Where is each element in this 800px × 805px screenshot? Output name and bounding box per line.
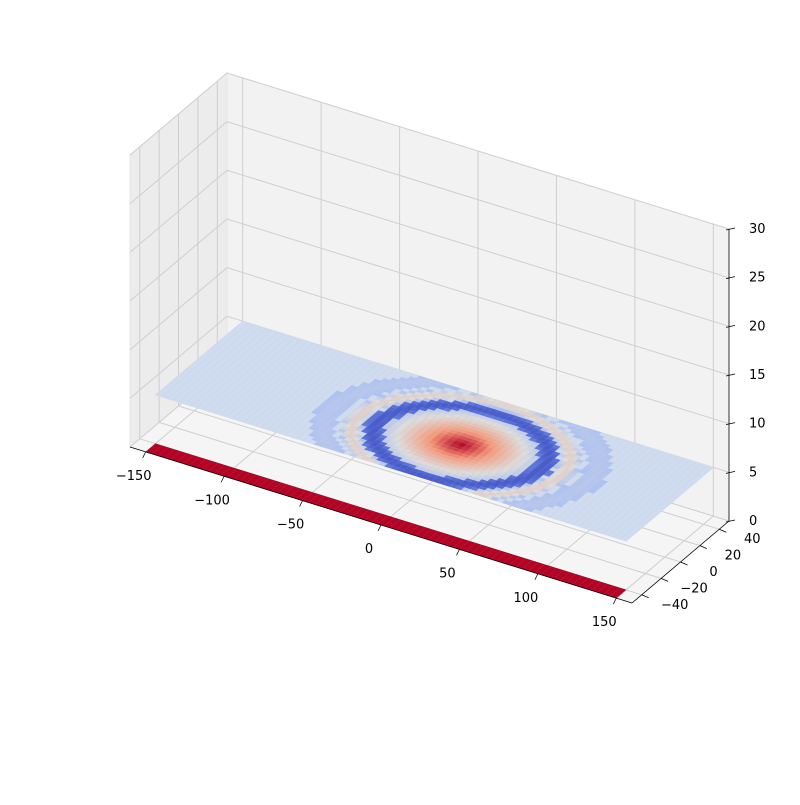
x-tick bbox=[612, 597, 617, 605]
x-tick-label: −150 bbox=[116, 469, 152, 484]
z-tick bbox=[725, 227, 736, 231]
x-tick-label: 150 bbox=[592, 615, 617, 630]
x-tick bbox=[142, 451, 147, 459]
main-surface-mesh bbox=[154, 320, 714, 542]
z-tick bbox=[725, 519, 736, 523]
y-tick-label: 0 bbox=[709, 565, 717, 580]
y-tick-label: 20 bbox=[725, 549, 742, 564]
z-tick bbox=[725, 373, 736, 377]
y-tick bbox=[699, 545, 708, 549]
x-tick bbox=[220, 476, 225, 483]
main-surface-wireframe bbox=[155, 321, 714, 542]
z-grid-line bbox=[129, 267, 730, 425]
y-tick-label: −20 bbox=[680, 581, 707, 596]
y-tick-label: −40 bbox=[661, 598, 688, 613]
z-tick-label: 15 bbox=[749, 368, 766, 383]
y-tick-label: 40 bbox=[744, 532, 761, 547]
z-tick bbox=[725, 276, 736, 280]
x-tick bbox=[299, 500, 303, 507]
y-tick bbox=[641, 594, 649, 599]
y-tick bbox=[719, 528, 727, 533]
z-grid-line bbox=[129, 121, 730, 279]
z-tick-label: 30 bbox=[749, 222, 766, 237]
z-tick bbox=[725, 470, 736, 474]
x-tick-label: −50 bbox=[277, 518, 304, 533]
z-grid-line bbox=[129, 72, 730, 230]
z-grid-line bbox=[129, 169, 730, 327]
z-grid-line bbox=[129, 218, 730, 376]
surfaces bbox=[145, 320, 714, 599]
x-tick-label: 100 bbox=[513, 591, 538, 606]
x-tick bbox=[377, 524, 382, 532]
x-tick-label: 0 bbox=[365, 542, 373, 557]
x-tick-label: 50 bbox=[439, 566, 456, 581]
z-tick-label: 5 bbox=[749, 465, 757, 480]
z-tick-label: 20 bbox=[749, 319, 766, 334]
z-tick bbox=[725, 422, 736, 426]
z-tick-label: 25 bbox=[749, 271, 766, 286]
z-tick bbox=[725, 324, 736, 328]
y-tick bbox=[660, 578, 669, 582]
x-tick-label: −100 bbox=[194, 493, 230, 508]
z-tick-label: 0 bbox=[749, 514, 757, 529]
x-tick bbox=[456, 549, 460, 556]
z-tick-label: 10 bbox=[749, 417, 766, 432]
front-strip-mesh bbox=[145, 443, 627, 599]
x-tick bbox=[534, 573, 539, 580]
y-tick bbox=[680, 561, 688, 566]
ticks: −150−100−50050100150−40−2002040051015202… bbox=[116, 222, 766, 630]
